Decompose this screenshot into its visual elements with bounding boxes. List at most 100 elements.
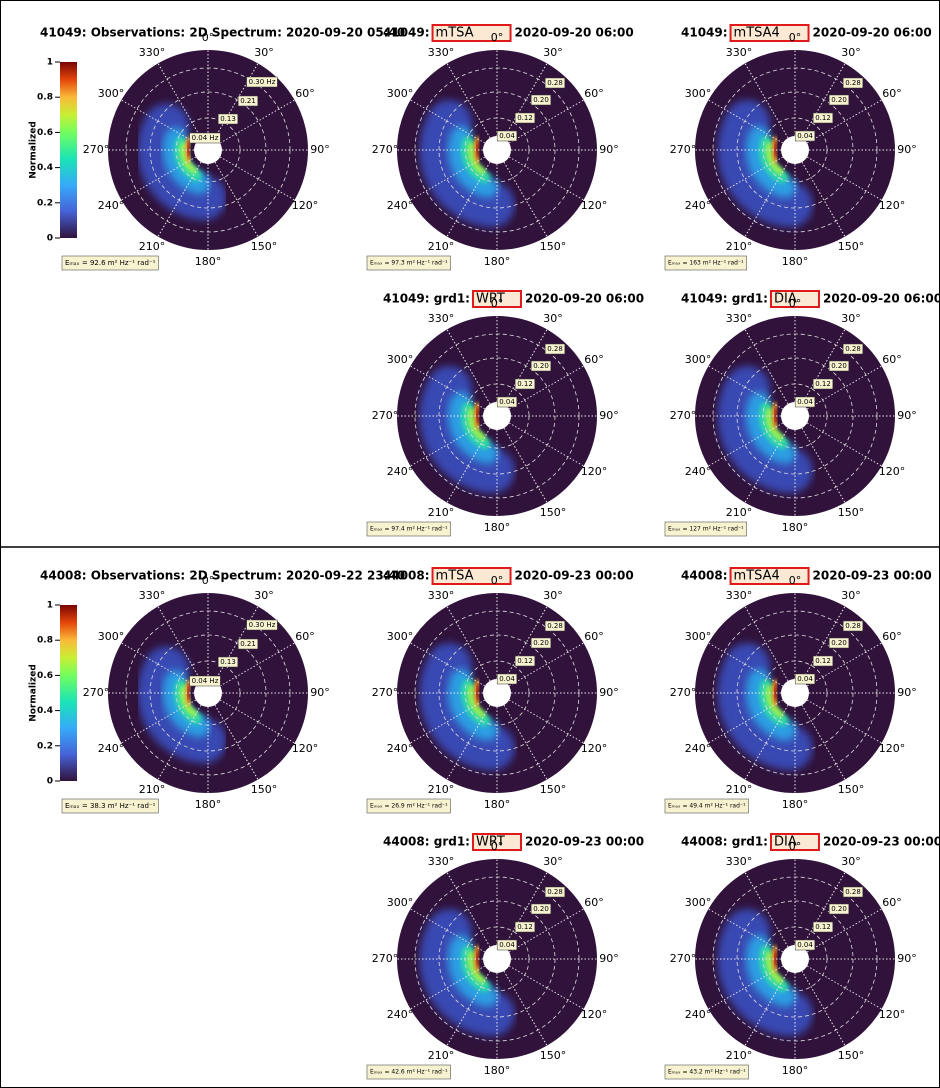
- direction-label: 300°: [387, 353, 414, 366]
- panel-title-prefix: 41049: grd1:: [383, 292, 470, 306]
- direction-label: 270°: [670, 686, 697, 699]
- direction-label: 300°: [685, 630, 712, 643]
- colorbar-label: Normalized: [29, 121, 39, 179]
- colorbar-tick-label: 0.6: [37, 671, 53, 681]
- panel-date: 2020-09-23 00:00: [823, 835, 940, 849]
- panel-title-prefix: 44008: grd1:: [383, 835, 470, 849]
- colorbar-tick-label: 0.2: [37, 198, 53, 208]
- direction-label: 270°: [372, 686, 399, 699]
- direction-label: 150°: [540, 783, 567, 796]
- spectrum-band: [477, 686, 478, 698]
- direction-label: 270°: [670, 143, 697, 156]
- direction-label: 150°: [251, 240, 278, 253]
- direction-label: 270°: [670, 409, 697, 422]
- direction-label: 150°: [838, 506, 865, 519]
- panel-date: 2020-09-23 00:00: [813, 569, 932, 583]
- spectrum-band: [188, 686, 189, 698]
- direction-label: 150°: [251, 783, 278, 796]
- colorbar-tick-label: 0.4: [37, 706, 53, 716]
- direction-label: 30°: [543, 312, 563, 325]
- spectrum-band: [775, 409, 776, 421]
- ring-label: 0.04: [499, 941, 515, 949]
- spectrum-band: [477, 143, 478, 155]
- colorbar-tick-label: 0: [47, 234, 53, 244]
- ring-label: 0.28: [845, 888, 861, 896]
- direction-label: 210°: [726, 1049, 753, 1062]
- ring-label: 0.20: [831, 905, 847, 913]
- direction-label: 180°: [484, 798, 511, 811]
- direction-label: 90°: [310, 143, 330, 156]
- ring-label: 0.12: [815, 923, 831, 931]
- direction-label: 210°: [428, 506, 455, 519]
- direction-label: 30°: [841, 46, 861, 59]
- direction-label: 180°: [484, 521, 511, 534]
- direction-label: 240°: [387, 1008, 414, 1021]
- direction-label: 0°: [202, 574, 215, 587]
- panel-date: 2020-09-23 00:00: [525, 835, 644, 849]
- ring-label: 0.21: [240, 97, 256, 105]
- direction-label: 180°: [782, 255, 809, 268]
- emax-label: Eₘₐₓ = 97.3 m² Hz⁻¹ rad⁻¹: [370, 260, 448, 267]
- spectrum-band: [775, 686, 776, 698]
- emax-label: Eₘₐₓ = 92.6 m² Hz⁻¹ rad⁻¹: [65, 259, 156, 267]
- direction-label: 240°: [685, 742, 712, 755]
- ring-label: 0.04: [499, 132, 515, 140]
- direction-label: 120°: [581, 465, 608, 478]
- model-name: mTSA: [436, 26, 474, 41]
- polar-panel: 41049:mTSA2020-09-20 06:000°30°60°90°120…: [367, 25, 634, 270]
- polar-panel: 44008: grd1:WRT2020-09-23 00:000°30°60°9…: [367, 834, 644, 1079]
- panel-date: 2020-09-20 06:00: [525, 292, 644, 306]
- direction-label: 300°: [685, 87, 712, 100]
- direction-label: 0°: [789, 574, 802, 587]
- panel-title-prefix: 44008: grd1:: [681, 835, 768, 849]
- model-name: mTSA: [436, 569, 474, 584]
- direction-label: 210°: [726, 506, 753, 519]
- emax-label: Eₘₐₓ = 97.4 m² Hz⁻¹ rad⁻¹: [370, 526, 448, 533]
- direction-label: 120°: [581, 199, 608, 212]
- direction-label: 150°: [838, 240, 865, 253]
- direction-label: 120°: [292, 199, 319, 212]
- panel-title-prefix: 44008:: [383, 569, 430, 583]
- emax-label: Eₘₐₓ = 127 m² Hz⁻¹ rad⁻¹: [668, 526, 744, 533]
- direction-label: 0°: [789, 297, 802, 310]
- direction-label: 90°: [897, 952, 917, 965]
- direction-label: 180°: [195, 798, 222, 811]
- ring-label: 0.28: [547, 622, 563, 630]
- direction-label: 270°: [372, 409, 399, 422]
- direction-label: 240°: [387, 465, 414, 478]
- direction-label: 180°: [484, 255, 511, 268]
- polar-panel: 44008: grd1:DIA2020-09-23 00:000°30°60°9…: [665, 834, 940, 1079]
- ring-label: 0.20: [831, 362, 847, 370]
- polar-panel: 41049: Observations: 2D Spectrum: 2020-0…: [40, 26, 405, 271]
- colorbar-tick-label: 1: [47, 58, 53, 68]
- colorbar-tick-label: 0.8: [37, 93, 53, 103]
- direction-label: 210°: [726, 240, 753, 253]
- emax-label: Eₘₐₓ = 43.2 m² Hz⁻¹ rad⁻¹: [668, 1069, 746, 1076]
- emax-label: Eₘₐₓ = 38.3 m² Hz⁻¹ rad⁻¹: [65, 802, 156, 810]
- direction-label: 120°: [879, 742, 906, 755]
- direction-label: 0°: [491, 297, 504, 310]
- ring-label: 0.12: [815, 657, 831, 665]
- direction-label: 60°: [584, 87, 604, 100]
- direction-label: 330°: [428, 589, 455, 602]
- direction-label: 330°: [428, 855, 455, 868]
- direction-label: 240°: [98, 742, 125, 755]
- direction-label: 30°: [543, 589, 563, 602]
- ring-label: 0.20: [831, 96, 847, 104]
- direction-label: 60°: [882, 87, 902, 100]
- direction-label: 270°: [372, 143, 399, 156]
- direction-label: 120°: [879, 465, 906, 478]
- direction-label: 150°: [540, 240, 567, 253]
- direction-label: 30°: [254, 46, 274, 59]
- direction-label: 180°: [782, 1064, 809, 1077]
- spectrum-band: [775, 952, 776, 964]
- direction-label: 30°: [841, 312, 861, 325]
- direction-label: 60°: [584, 896, 604, 909]
- ring-label: 0.13: [220, 115, 236, 123]
- direction-label: 270°: [670, 952, 697, 965]
- ring-label: 0.04: [797, 132, 813, 140]
- ring-label: 0.04: [797, 941, 813, 949]
- direction-label: 240°: [685, 1008, 712, 1021]
- direction-label: 150°: [838, 783, 865, 796]
- colorbar-tick-label: 0.4: [37, 163, 53, 173]
